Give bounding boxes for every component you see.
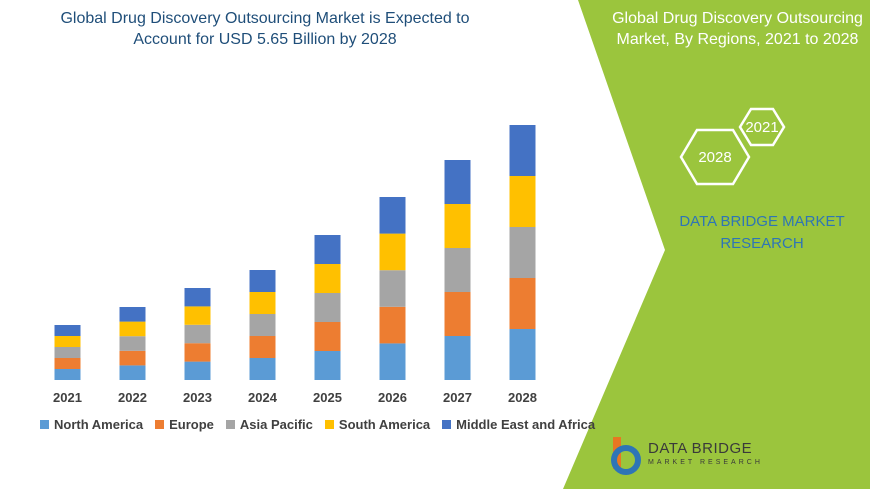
legend-label: Middle East and Africa [456, 417, 596, 432]
x-tick-label: 2022 [118, 390, 147, 405]
bar-segment [379, 197, 406, 234]
bar-segment [54, 358, 81, 369]
bar-segment [509, 278, 536, 329]
bar-segment [444, 292, 471, 336]
legend-swatch [155, 420, 165, 429]
bar-segment [249, 270, 276, 292]
x-tick-label: 2023 [183, 390, 212, 405]
bar-segment [379, 233, 406, 271]
bar-segment [444, 204, 471, 248]
bar-segment [54, 325, 81, 336]
bar-segment [184, 361, 211, 380]
chart-title: Global Drug Discovery Outsourcing Market… [60, 10, 470, 48]
bar-segment [184, 306, 211, 325]
bar-segment [314, 351, 341, 380]
bar-segment [509, 329, 536, 380]
hexagon [679, 128, 751, 186]
bar-segment [119, 321, 146, 337]
bar-segment [119, 336, 146, 351]
panel-title: Global Drug Discovery Outsourcing Market… [612, 10, 863, 48]
bar-segment [314, 264, 341, 293]
bar-segment [54, 369, 81, 380]
hexagon-label: 2021 [745, 119, 778, 136]
logo-name: DATA BRIDGE [648, 440, 753, 457]
bar-segment [54, 347, 81, 358]
legend-swatch [442, 420, 452, 429]
bar-segment [54, 336, 81, 347]
legend-swatch [324, 420, 334, 429]
bar-segment [184, 343, 211, 362]
logo-icon [611, 437, 641, 475]
legend-item: Europe [155, 417, 214, 432]
x-tick-label: 2026 [378, 390, 407, 405]
legend: North America Europe Asia Pacific South Ame… [40, 417, 595, 432]
bar-segment [249, 336, 276, 358]
bar-segment [119, 350, 146, 366]
bar-segment [509, 176, 536, 227]
x-tick-label: 2027 [443, 390, 472, 405]
legend-label: North America [54, 417, 144, 432]
legend-item: Middle East and Africa [442, 417, 595, 432]
legend-item: North America [40, 417, 143, 432]
hexagon [738, 107, 786, 147]
side-panel [563, 0, 870, 489]
bar-segment [249, 358, 276, 380]
legend-item: South America [324, 417, 431, 432]
legend-item: Asia Pacific [225, 417, 313, 432]
bar-segment [379, 270, 406, 307]
bar-segment [314, 235, 341, 264]
legend-swatch [225, 420, 235, 429]
x-tick-label: 2021 [53, 390, 82, 405]
legend-label: South America [338, 417, 431, 432]
bar-segment [314, 322, 341, 351]
bar-segment [444, 248, 471, 292]
bar-segment [119, 365, 146, 380]
legend-label: Europe [169, 417, 214, 432]
bar-segment [509, 125, 536, 176]
legend-label: Asia Pacific [239, 417, 313, 432]
bar-segment [249, 314, 276, 336]
bar-segment [249, 292, 276, 314]
brand-text: DATA BRIDGE MARKET RESEARCH [679, 213, 845, 252]
bar-segment [509, 227, 536, 278]
x-tick-label: 2028 [508, 390, 537, 405]
bar-segment [184, 324, 211, 344]
x-tick-label: 2024 [248, 390, 278, 405]
bar-segment [444, 336, 471, 380]
bar-segment [119, 307, 146, 322]
x-tick-label: 2025 [313, 390, 342, 405]
bar-segment [184, 288, 211, 307]
bar-segment [314, 293, 341, 322]
hexagon-label: 2028 [698, 149, 731, 166]
legend-swatch [40, 420, 49, 429]
logo-tagline: MARKET RESEARCH [648, 459, 763, 466]
bar-segment [379, 343, 406, 380]
bar-segment [379, 306, 406, 344]
bar-segment [444, 160, 471, 204]
